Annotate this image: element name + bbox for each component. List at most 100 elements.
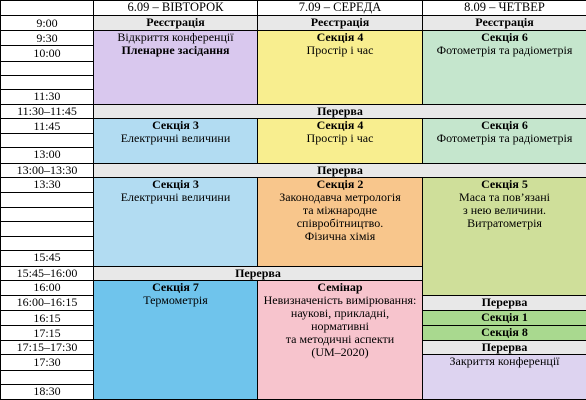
time-cell: 13:30	[0, 176, 94, 193]
time-cell: 11:30	[0, 88, 94, 105]
time-cell: 9:30	[0, 30, 94, 47]
time-cell	[0, 133, 94, 149]
session-title: Секція 4	[316, 118, 364, 133]
session-6-midday: Секція 6 Фотометрія та радіометрія	[422, 118, 586, 164]
session-line: та міжнародне	[302, 202, 378, 217]
day-header-3: 8.09 – ЧЕТВЕР	[422, 0, 586, 17]
table-row	[0, 236, 586, 252]
table-row	[0, 206, 586, 223]
time-cell: 16:15	[0, 309, 94, 327]
session-subtitle: Фотометрія та радіометрія	[436, 131, 573, 146]
time-cell: 18:30	[0, 383, 94, 400]
session-subtitle: Електричні величини	[120, 131, 231, 146]
session-subtitle: Термометрія	[143, 292, 208, 307]
time-cell: 13:00	[0, 147, 94, 164]
session-title: Секція 4	[316, 30, 364, 45]
session-line: з нею величини.	[462, 202, 547, 217]
session-title: Секція 6	[481, 118, 528, 133]
session-subtitle: Електричні величини	[120, 189, 231, 204]
time-cell	[0, 74, 94, 90]
table-row: 16:00 Секція 7 Термометрія Семінар Невиз…	[0, 279, 586, 400]
table-row: 9:00 Реєстрація Реєстрація Реєстрація	[0, 15, 586, 32]
closing-label: Закриття конференції	[449, 354, 560, 369]
time-cell: 13:00–13:30	[0, 162, 94, 178]
closing-session: Закриття конференції	[422, 354, 586, 400]
time-cell	[0, 60, 94, 76]
day-header-1: 6.09 – ВІВТОРОК	[93, 0, 258, 17]
session-title: Секція 2	[316, 177, 364, 191]
seminar-line: (UM–2020)	[311, 344, 369, 359]
break-day3: Перерва	[422, 294, 586, 311]
table-row	[0, 133, 586, 149]
table-row: 11:45 Секція 3 Електричні величини Секці…	[0, 118, 586, 164]
break-row: Перерва	[93, 265, 423, 281]
break-row: Перерва	[93, 103, 586, 120]
seminar-line: Невизначеність вимірювання:	[263, 292, 417, 307]
day-header-2: 7.09 – СЕРЕДА	[257, 0, 423, 17]
table-row: 13:00–13:30 Перерва	[0, 162, 586, 178]
table-row: 10:00	[0, 45, 586, 62]
time-cell	[0, 221, 94, 238]
session-title: Секція 6	[481, 30, 528, 45]
header-row: 6.09 – ВІВТОРОК 7.09 – СЕРЕДА 8.09 – ЧЕТ…	[0, 0, 586, 17]
time-cell: 17:30	[0, 354, 94, 371]
table-row: 9:30 Відкриття конференції Пленарне засі…	[0, 30, 586, 105]
time-cell: 9:00	[0, 15, 94, 32]
seminar-title: Семінар	[317, 280, 363, 294]
session-subtitle: Простір і час	[306, 131, 374, 146]
time-cell: 16:00	[0, 279, 94, 296]
session-line: Законодавча метрологія	[279, 189, 401, 204]
session-7-evening: Секція 7 Термометрія	[93, 279, 258, 400]
session-title: Секція 3	[152, 118, 199, 133]
seminar-evening: Семінар Невизначеність вимірювання: наук…	[257, 279, 423, 400]
session-3-afternoon: Секція 3 Електричні величини	[93, 176, 258, 267]
table-row: 16:15 Секція 1	[0, 309, 586, 327]
plenary-label: Пленарне засідання	[121, 43, 230, 58]
time-cell	[0, 369, 94, 385]
session-1-day3: Секція 1	[422, 309, 586, 327]
registration-day2: Реєстрація	[257, 15, 423, 32]
seminar-line: наукові, прикладні,	[290, 305, 390, 320]
table-row: 11:30–11:45 Перерва	[0, 103, 586, 120]
time-header	[0, 0, 94, 17]
opening-label: Відкриття конференції	[117, 30, 234, 45]
time-cell: 15:45–16:00	[0, 265, 94, 281]
table-row: 15:45	[0, 250, 586, 267]
table-row	[0, 74, 586, 90]
session-line: співробітництво.	[296, 215, 384, 230]
seminar-line: та методичні аспекти	[285, 331, 395, 346]
time-cell: 11:45	[0, 118, 94, 135]
time-cell: 17:15–17:30	[0, 340, 94, 356]
registration-day1: Реєстрація	[93, 15, 258, 32]
table-row: 18:30	[0, 383, 586, 400]
session-line: Маса та пов’язані	[459, 189, 550, 204]
time-cell: 17:15	[0, 325, 94, 342]
session-line: Фізична хімія	[304, 228, 376, 243]
seminar-line: нормативні	[311, 318, 369, 333]
opening-plenary-session: Відкриття конференції Пленарне засідання	[93, 30, 258, 105]
registration-day3: Реєстрація	[422, 15, 586, 32]
session-4-midday: Секція 4 Простір і час	[257, 118, 423, 164]
session-subtitle: Простір і час	[306, 43, 374, 58]
session-2-afternoon: Секція 2 Законодавча метрологія та міжна…	[257, 176, 423, 267]
time-cell	[0, 236, 94, 252]
session-line: Витратометрія	[467, 215, 542, 230]
break-day3-late: Перерва	[422, 340, 586, 356]
table-row: 17:15–17:30 Перерва	[0, 340, 586, 356]
table-row: 17:30 Закриття конференції	[0, 354, 586, 400]
session-8-day3: Секція 8	[422, 325, 586, 342]
session-6-morning: Секція 6 Фотометрія та радіометрія	[422, 30, 586, 105]
break-row: Перерва	[93, 162, 586, 178]
time-cell: 16:00–16:15	[0, 294, 94, 311]
session-title: Секція 5	[481, 177, 528, 191]
session-title: Секція 7	[152, 280, 199, 294]
time-cell	[0, 191, 94, 208]
table-row: 15:45–16:00 Перерва	[0, 265, 586, 281]
time-cell: 11:30–11:45	[0, 103, 94, 120]
time-cell	[0, 206, 94, 223]
time-cell: 10:00	[0, 45, 94, 62]
session-title: Секція 3	[152, 177, 199, 191]
table-row: 13:30 Секція 3 Електричні величини Секці…	[0, 176, 586, 296]
session-3-midday: Секція 3 Електричні величини	[93, 118, 258, 164]
